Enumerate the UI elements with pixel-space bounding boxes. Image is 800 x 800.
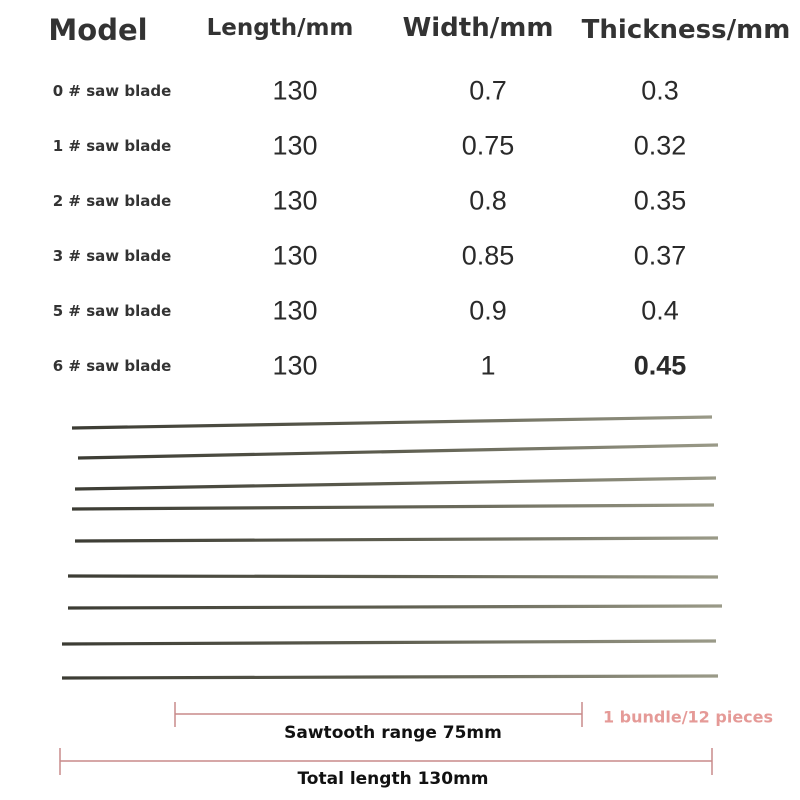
cell-model: 0 # saw blade: [52, 82, 172, 100]
cell-model: 5 # saw blade: [52, 302, 172, 320]
cell-thickness: 0.35: [633, 185, 687, 216]
header-length: Length/mm: [206, 15, 354, 41]
cell-length: 130: [272, 75, 318, 106]
cell-thickness: 0.4: [641, 295, 679, 326]
cell-thickness: 0.32: [633, 130, 687, 161]
cell-length: 130: [272, 295, 318, 326]
cell-width: 1: [480, 350, 496, 381]
saw-blade: [77, 443, 719, 460]
cell-model: 6 # saw blade: [52, 357, 172, 375]
saw-blade: [71, 503, 715, 511]
cell-model: 3 # saw blade: [52, 247, 172, 265]
saw-blade: [67, 574, 719, 579]
saw-blade: [74, 476, 717, 491]
cell-width: 0.8: [469, 185, 507, 216]
cell-length: 130: [272, 240, 318, 271]
cell-length: 130: [272, 185, 318, 216]
cell-length: 130: [272, 130, 318, 161]
cell-width: 0.85: [461, 240, 515, 271]
cell-thickness: 0.45: [633, 350, 687, 381]
sawtooth-range-label: Sawtooth range 75mm: [284, 723, 502, 743]
cell-model: 2 # saw blade: [52, 192, 172, 210]
saw-blade: [61, 639, 717, 646]
cell-width: 0.9: [469, 295, 507, 326]
saw-blade: [74, 536, 719, 543]
cell-width: 0.75: [461, 130, 515, 161]
header-model: Model: [48, 13, 148, 47]
header-thickness: Thickness/mm: [581, 15, 791, 45]
bundle-label: 1 bundle/12 pieces: [602, 707, 774, 727]
cell-length: 130: [272, 350, 318, 381]
cell-model: 1 # saw blade: [52, 137, 172, 155]
saw-blade: [71, 415, 713, 430]
header-width: Width/mm: [402, 13, 554, 43]
cell-thickness: 0.3: [641, 75, 679, 106]
cell-width: 0.7: [469, 75, 507, 106]
cell-thickness: 0.37: [633, 240, 687, 271]
saw-blade: [61, 674, 719, 680]
total-length-label: Total length 130mm: [297, 769, 489, 789]
saw-blade: [67, 604, 723, 610]
